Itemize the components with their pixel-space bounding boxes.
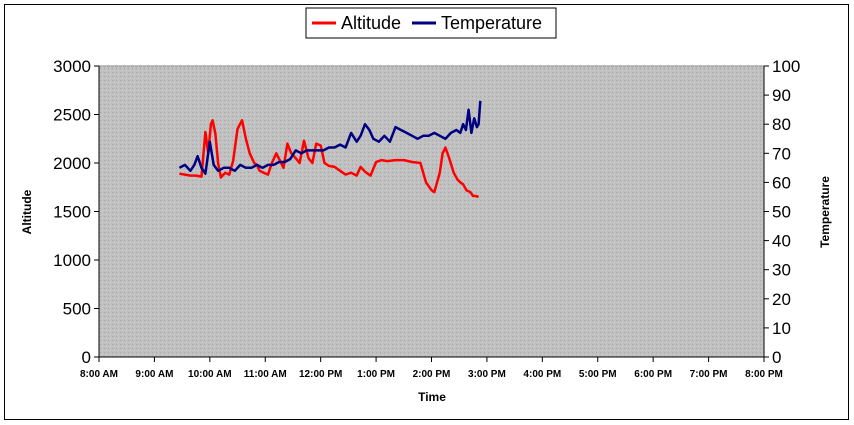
y-left-tick-label: 3000 <box>53 57 91 76</box>
y-right-tick-label: 70 <box>772 144 791 163</box>
x-tick-label: 1:00 PM <box>357 369 395 380</box>
y-axis-left-title: Altitude <box>20 189 34 234</box>
x-tick-label: 8:00 PM <box>745 369 783 380</box>
x-tick-label: 8:00 AM <box>80 369 118 380</box>
y-right-tick-label: 100 <box>772 57 800 76</box>
y-left-tick-label: 2500 <box>53 106 91 125</box>
x-tick-label: 10:00 AM <box>188 369 232 380</box>
y-right-tick-label: 10 <box>772 319 791 338</box>
y-right-tick-label: 30 <box>772 261 791 280</box>
y-right-tick-label: 40 <box>772 232 791 251</box>
x-tick-label: 4:00 PM <box>523 369 561 380</box>
legend-label-temperature: Temperature <box>441 13 542 33</box>
y-left-tick-label: 2000 <box>53 154 91 173</box>
legend: Altitude Temperature <box>305 7 557 39</box>
x-tick-label: 12:00 PM <box>299 369 342 380</box>
x-tick-label: 2:00 PM <box>413 369 451 380</box>
y-right-tick-label: 50 <box>772 203 791 222</box>
x-tick-label: 9:00 AM <box>135 369 173 380</box>
y-right-tick-label: 80 <box>772 115 791 134</box>
axes: 0 500 1000 1500 2000 2500 3000 0 10 20 30 40 50 60 70 8… <box>53 57 800 380</box>
x-tick-label: 11:00 AM <box>244 369 287 380</box>
x-tick-label: 5:00 PM <box>579 369 617 380</box>
y-right-tick-label: 90 <box>772 86 791 105</box>
y-right-tick-label: 0 <box>772 348 781 367</box>
plot-dots <box>99 66 764 357</box>
y-axis-right-title: Temperature <box>818 176 832 248</box>
y-right-tick-label: 20 <box>772 290 791 309</box>
legend-label-altitude: Altitude <box>341 13 401 33</box>
y-left-tick-label: 500 <box>63 300 91 319</box>
y-left-tick-label: 1500 <box>53 203 91 222</box>
x-tick-label: 7:00 PM <box>690 369 728 380</box>
x-axis-title: Time <box>418 390 446 404</box>
x-tick-label: 6:00 PM <box>634 369 672 380</box>
y-left-tick-label: 0 <box>82 348 91 367</box>
plot-texture <box>99 66 764 357</box>
series-line-temperature <box>178 100 482 175</box>
x-tick-label: 3:00 PM <box>468 369 506 380</box>
y-right-tick-label: 60 <box>772 173 791 192</box>
series-lines <box>178 100 482 199</box>
y-left-tick-label: 1000 <box>53 251 91 270</box>
series-line-altitude <box>179 119 479 199</box>
